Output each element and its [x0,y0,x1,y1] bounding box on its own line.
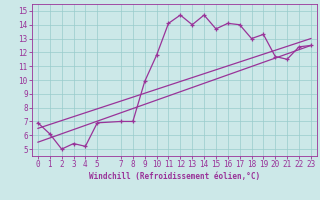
X-axis label: Windchill (Refroidissement éolien,°C): Windchill (Refroidissement éolien,°C) [89,172,260,181]
